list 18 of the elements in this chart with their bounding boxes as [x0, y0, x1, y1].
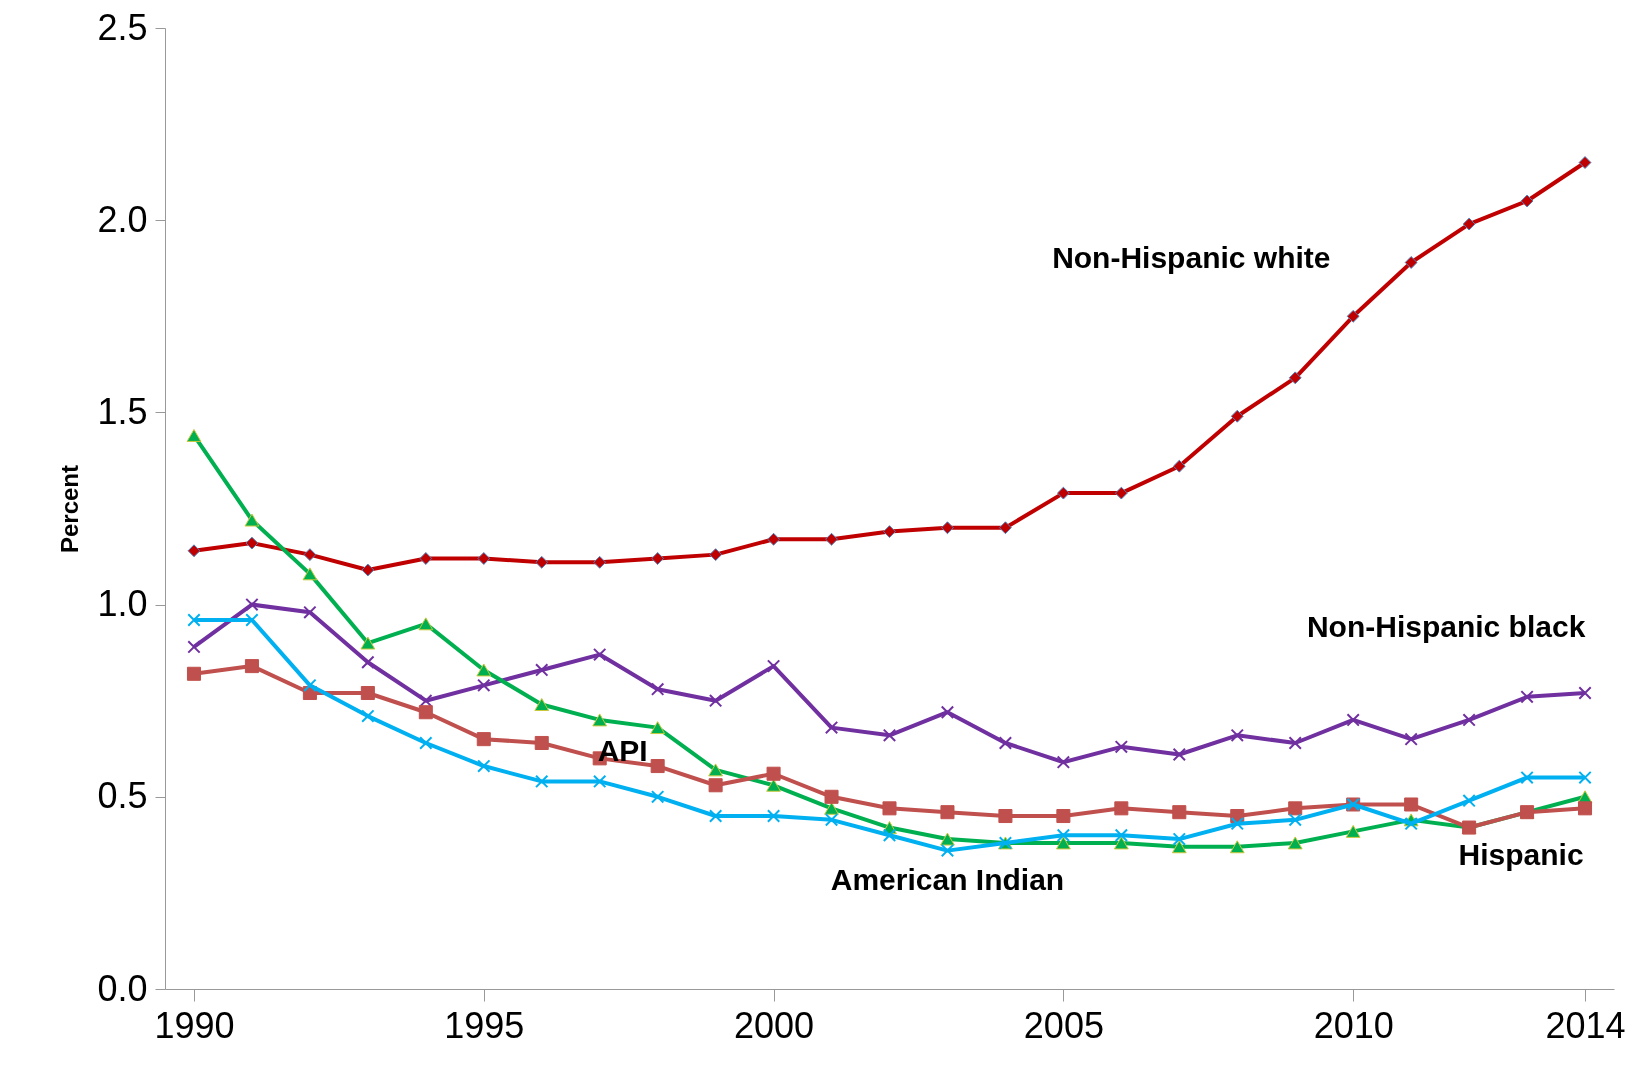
x-tick-label: 2010 [1313, 1004, 1394, 1046]
series-label: Hispanic [1458, 838, 1584, 872]
x-tick-label: 2005 [1023, 1004, 1104, 1046]
y-tick-label: 2.5 [97, 6, 148, 48]
x-tick-label: 1990 [154, 1004, 235, 1046]
y-tick-label: 1.0 [97, 583, 148, 625]
y-tick-label: 0.5 [97, 775, 148, 817]
x-tick-label: 2000 [734, 1004, 815, 1046]
x-tick-label: 1995 [444, 1004, 525, 1046]
series-label: Non-Hispanic white [1052, 241, 1331, 275]
y-tick-label: 0.0 [97, 967, 148, 1009]
series-label: API [597, 734, 648, 768]
series-label: Non-Hispanic black [1306, 610, 1586, 644]
y-tick-label: 2.0 [97, 198, 148, 240]
series-label: American Indian [830, 862, 1065, 896]
y-tick-label: 1.5 [97, 390, 148, 432]
x-tick-label: 2014 [1545, 1004, 1626, 1046]
y-axis-title: Percent [56, 464, 84, 554]
